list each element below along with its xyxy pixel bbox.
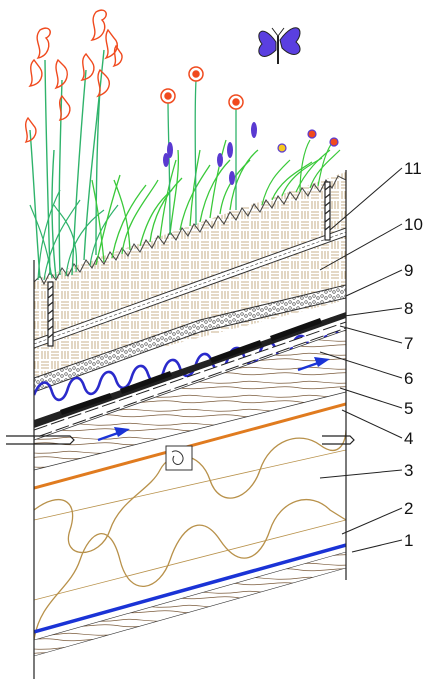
- tall-flower-stems: [29, 49, 105, 279]
- label-layer-3: 3: [404, 461, 413, 480]
- fixing-detail-icon: [165, 445, 193, 471]
- substrate-surface-zigzag: [34, 175, 346, 286]
- section-outline: [6, 170, 355, 679]
- flower-icon: [24, 9, 123, 143]
- anchor-bolt-icon: [324, 181, 331, 241]
- label-layer-6: 6: [404, 369, 413, 388]
- flower-icon: [160, 66, 244, 110]
- label-layer-4: 4: [404, 429, 413, 448]
- flower-icon: [277, 129, 339, 153]
- anchor-bolt-icon: [47, 281, 54, 347]
- label-layer-7: 7: [404, 334, 413, 353]
- label-layer-2: 2: [404, 499, 413, 518]
- vapour-barrier-line: [34, 543, 346, 634]
- label-layer-5: 5: [404, 399, 413, 418]
- substrate-layer: [34, 172, 346, 380]
- interior-lining-layer: [34, 551, 346, 657]
- flow-arrow-icon: [297, 357, 330, 372]
- bitumen-strips: [60, 318, 322, 415]
- grass-tufts: [91, 139, 259, 266]
- label-layer-9: 9: [404, 261, 413, 280]
- butterfly-icon: [258, 27, 301, 64]
- flow-arrow-icon: [97, 427, 130, 442]
- root-barrier-membrane: [34, 312, 346, 428]
- grass-tufts: [29, 189, 119, 281]
- waterproof-membrane: [34, 321, 346, 439]
- drainage-granulate-layer: [34, 284, 346, 393]
- plants-group: [24, 9, 341, 281]
- label-layer-10: 10: [404, 215, 423, 234]
- label-layer-8: 8: [404, 299, 413, 318]
- label-layer-1: 1: [404, 531, 413, 550]
- label-layer-11: 11: [404, 159, 422, 178]
- flower-icon: [163, 122, 257, 185]
- leader-lines: [319, 167, 403, 553]
